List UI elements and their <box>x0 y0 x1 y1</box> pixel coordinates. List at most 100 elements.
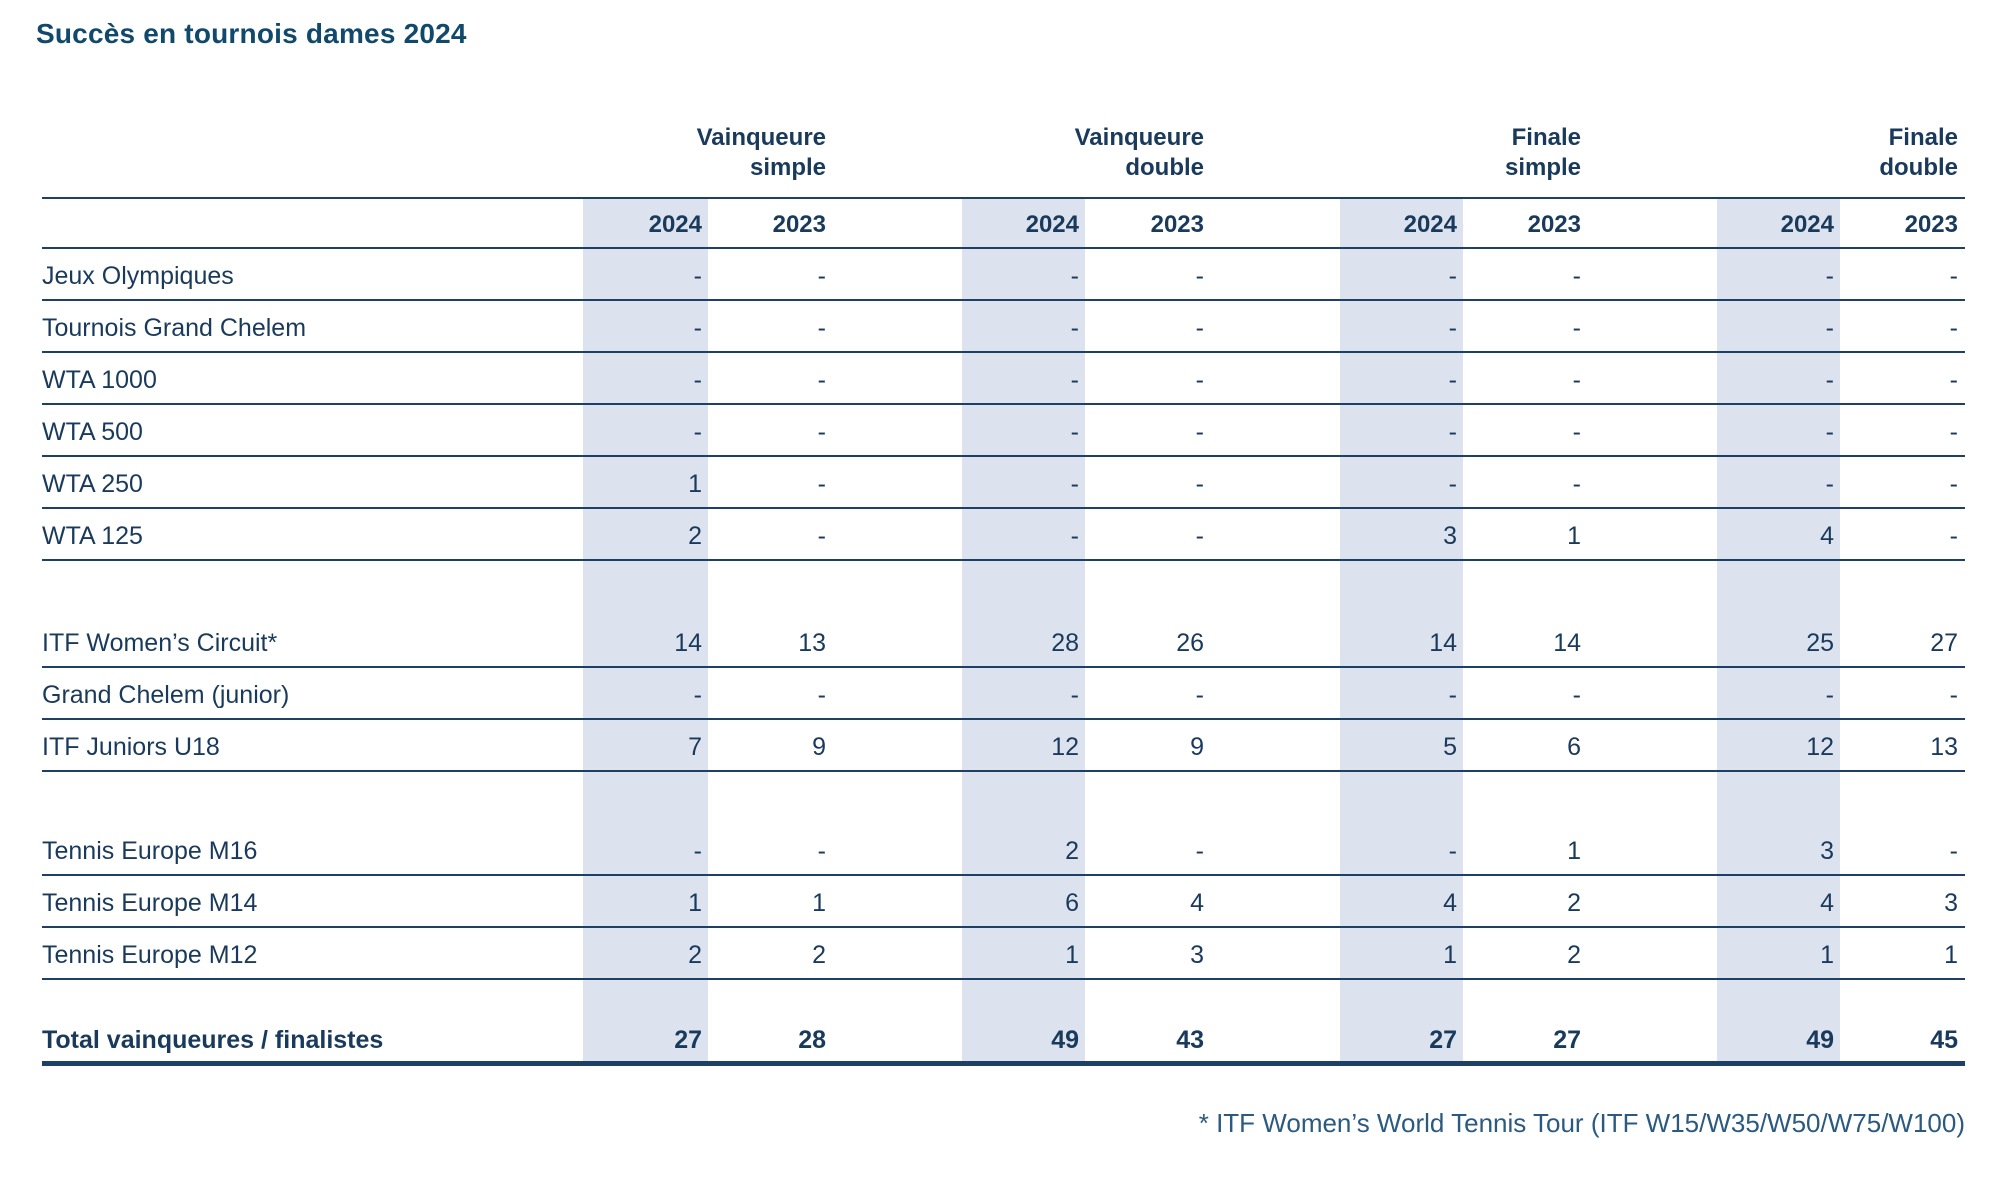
cell-value: - <box>583 353 708 403</box>
group-header-row: Vainqueure simple Vainqueure double Fina… <box>42 99 1965 199</box>
cell-value: - <box>583 824 708 874</box>
cell-value: 25 <box>1717 616 1840 666</box>
cell-value: 2 <box>1567 889 1581 917</box>
cell-value: - <box>962 249 1085 299</box>
cell-value: 27 <box>1553 1026 1581 1054</box>
shaded-column-segment <box>583 561 708 616</box>
row-label: WTA 250 <box>42 470 143 498</box>
row-label: Tennis Europe M16 <box>42 837 258 865</box>
row-label: WTA 1000 <box>42 366 157 394</box>
row-label: WTA 125 <box>42 522 143 550</box>
cell-value: - <box>817 366 826 394</box>
cell-value: - <box>1949 366 1958 394</box>
table-row-itf-juniors-u18: ITF Juniors U18 7 9 12 9 5 6 12 13 <box>42 720 1965 772</box>
cell-value: 1 <box>812 889 826 917</box>
cell-value: - <box>1572 470 1581 498</box>
spacer-row <box>42 561 1965 616</box>
year-header-2024: 2024 <box>1340 199 1463 247</box>
cell-value: 12 <box>962 720 1085 770</box>
cell-value: - <box>1949 681 1958 709</box>
year-header-2023: 2023 <box>1904 211 1958 238</box>
cell-value: 7 <box>583 720 708 770</box>
shaded-column-segment <box>962 980 1085 1013</box>
cell-value: - <box>1949 418 1958 446</box>
cell-value: 14 <box>583 616 708 666</box>
table-row-grand-chelem-junior: Grand Chelem (junior) - - - - - - - - <box>42 668 1965 720</box>
table-row-tennis-europe-m14: Tennis Europe M14 1 1 6 4 4 2 4 3 <box>42 876 1965 928</box>
cell-value: - <box>1195 262 1204 290</box>
cell-value: 27 <box>1340 1013 1463 1061</box>
cell-value: 1 <box>1567 837 1581 865</box>
cell-value: - <box>1340 824 1463 874</box>
cell-value: 49 <box>962 1013 1085 1061</box>
cell-value: 3 <box>1717 824 1840 874</box>
table-row-tennis-europe-m12: Tennis Europe M12 2 2 1 3 1 2 1 1 <box>42 928 1965 980</box>
cell-value: - <box>583 249 708 299</box>
cell-value: - <box>1949 522 1958 550</box>
cell-value: 2 <box>583 928 708 978</box>
cell-value: - <box>817 681 826 709</box>
cell-value: - <box>1195 314 1204 342</box>
table-row-tennis-europe-m16: Tennis Europe M16 - - 2 - - 1 3 - <box>42 824 1965 876</box>
cell-value: - <box>817 314 826 342</box>
cell-value: - <box>583 301 708 351</box>
cell-value: - <box>1572 366 1581 394</box>
year-header-2024: 2024 <box>962 199 1085 247</box>
row-label: Tennis Europe M14 <box>42 889 258 917</box>
shaded-column-segment <box>1340 561 1463 616</box>
cell-value: 1 <box>583 457 708 507</box>
results-table: Vainqueure simple Vainqueure double Fina… <box>42 99 1965 1066</box>
cell-value: - <box>1195 470 1204 498</box>
cell-value: - <box>1717 668 1840 718</box>
shaded-column-segment <box>1717 561 1840 616</box>
cell-value: - <box>1195 418 1204 446</box>
cell-value: 1 <box>962 928 1085 978</box>
group-header-finale-simple: Finale simple <box>1340 99 1585 197</box>
cell-value: - <box>1340 405 1463 455</box>
shaded-column-segment <box>962 772 1085 824</box>
table-row-jeux-olympiques: Jeux Olympiques - - - - - - - - <box>42 249 1965 301</box>
cell-value: - <box>1340 353 1463 403</box>
table-row-wta-1000: WTA 1000 - - - - - - - - <box>42 353 1965 405</box>
cell-value: 28 <box>798 1026 826 1054</box>
group-header-vainqueure-simple: Vainqueure simple <box>583 99 830 197</box>
cell-value: - <box>1717 457 1840 507</box>
cell-value: 1 <box>1717 928 1840 978</box>
cell-value: - <box>1572 262 1581 290</box>
cell-value: - <box>817 837 826 865</box>
cell-value: - <box>1340 668 1463 718</box>
table-row-wta-250: WTA 250 1 - - - - - - - <box>42 457 1965 509</box>
cell-value: - <box>1949 314 1958 342</box>
footnote: * ITF Women’s World Tennis Tour (ITF W15… <box>1198 1108 1965 1138</box>
shaded-column-segment <box>1340 772 1463 824</box>
cell-value: - <box>1340 301 1463 351</box>
cell-value: 13 <box>798 629 826 657</box>
cell-value: - <box>817 418 826 446</box>
row-label: Tournois Grand Chelem <box>42 314 307 342</box>
row-label: Tennis Europe M12 <box>42 941 258 969</box>
cell-value: 3 <box>1944 889 1958 917</box>
cell-value: 1 <box>1340 928 1463 978</box>
report-page: Succès en tournois dames 2024 Vainqueure… <box>0 18 2000 1139</box>
year-header-2024: 2024 <box>1717 199 1840 247</box>
cell-value: - <box>962 353 1085 403</box>
row-label: ITF Women’s Circuit* <box>42 629 278 657</box>
row-label: Grand Chelem (junior) <box>42 681 290 709</box>
group-header-line1: Vainqueure <box>696 124 826 151</box>
group-header-line2: double <box>1879 154 1958 181</box>
cell-value: - <box>1949 837 1958 865</box>
cell-value: - <box>962 509 1085 559</box>
cell-value: - <box>1340 457 1463 507</box>
group-header-finale-double: Finale double <box>1717 99 1962 197</box>
cell-value: - <box>1717 353 1840 403</box>
cell-value: 3 <box>1340 509 1463 559</box>
cell-value: - <box>583 668 708 718</box>
cell-value: - <box>1195 366 1204 394</box>
table-row-itf-womens-circuit: ITF Women’s Circuit* 14 13 28 26 14 14 2… <box>42 616 1965 668</box>
cell-value: 3 <box>1190 941 1204 969</box>
cell-value: 2 <box>583 509 708 559</box>
shaded-column-segment <box>583 980 708 1013</box>
shaded-column-segment <box>1717 772 1840 824</box>
cell-value: 5 <box>1340 720 1463 770</box>
shaded-column-segment <box>1340 980 1463 1013</box>
